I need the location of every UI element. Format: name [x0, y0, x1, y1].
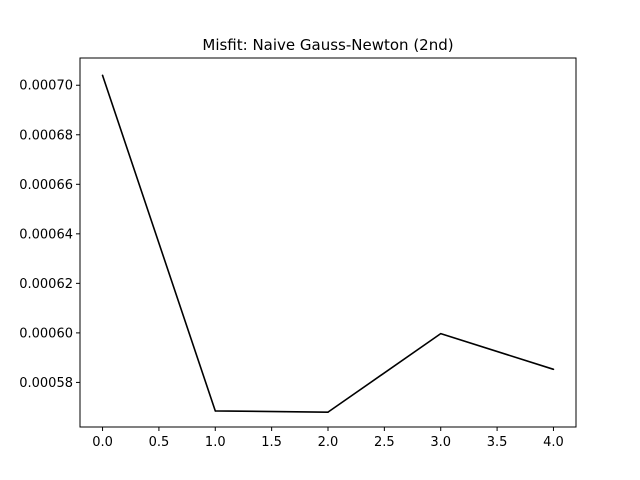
- y-tick-label: 0.00064: [19, 227, 73, 242]
- data-point: [101, 74, 104, 77]
- x-tick-label: 1.0: [205, 435, 226, 450]
- y-axis: 0.00058 0.00060 0.00062 0.00064 0.00066 0.000…: [19, 79, 80, 391]
- y-tick-label: 0.00058: [19, 376, 73, 391]
- plot-frame: [79, 57, 577, 428]
- x-tick-label: 3.0: [430, 435, 451, 450]
- chart-title: Misfit: Naive Gauss-Newton (2nd): [202, 36, 453, 54]
- x-tick-label: 2.0: [318, 435, 339, 450]
- y-tick-label: 0.00070: [19, 79, 73, 94]
- data-point: [214, 410, 217, 412]
- x-tick-label: 1.5: [261, 435, 282, 450]
- x-tick-label: 0.5: [149, 435, 170, 450]
- data-point: [327, 411, 329, 413]
- y-tick-label: 0.00062: [19, 277, 73, 292]
- x-axis: 0.0 0.5 1.0 1.5 2.0 2.5 3.0 3.5 4.0: [92, 427, 564, 450]
- y-tick-label: 0.00066: [19, 178, 73, 193]
- y-tick-label: 0.00068: [19, 128, 73, 143]
- plot-series: [101, 74, 555, 413]
- x-tick-label: 3.5: [487, 435, 508, 450]
- x-tick-label: 2.5: [374, 435, 395, 450]
- data-point: [439, 332, 442, 335]
- y-tick-label: 0.00060: [19, 326, 73, 341]
- x-tick-label: 4.0: [543, 435, 564, 450]
- data-point: [552, 368, 555, 371]
- x-tick-label: 0.0: [92, 435, 113, 450]
